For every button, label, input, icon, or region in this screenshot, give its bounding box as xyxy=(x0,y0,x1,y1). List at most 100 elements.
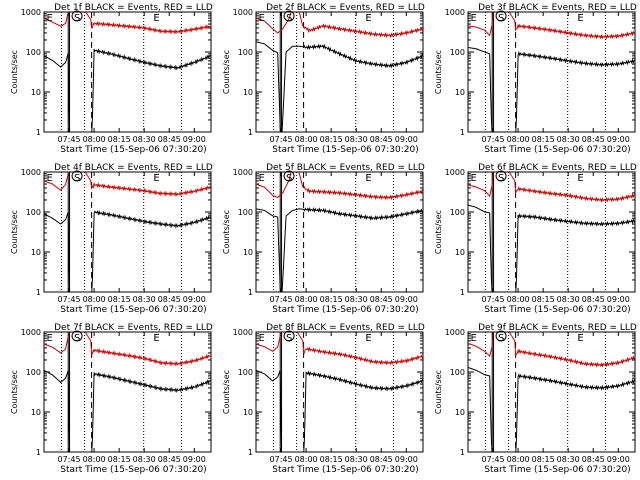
lld-series-line xyxy=(44,172,211,197)
panel-title: Det 6f BLACK = Events, RED = LLD xyxy=(478,163,637,173)
panel-det-4: 1 10 100 1000 07:45 08:00 08:15 08:30 08:45 09:00… xyxy=(10,163,213,315)
events-series-line xyxy=(44,48,211,132)
y-tick-label: 100 xyxy=(238,48,253,57)
x-tick-label: 09:00 xyxy=(395,295,418,304)
lld-series-line xyxy=(256,332,423,366)
marker-label-e: E xyxy=(259,173,265,184)
y-tick-label: 1000 xyxy=(233,168,253,177)
x-tick-label: 07:45 xyxy=(482,135,505,144)
plot-frame xyxy=(255,331,424,453)
marker-label-e: E xyxy=(577,333,583,344)
marker-label-e: E xyxy=(259,333,265,344)
x-tick-label: 08:15 xyxy=(320,135,343,144)
x-tick-label: 08:30 xyxy=(557,135,580,144)
series-group xyxy=(468,12,635,132)
marker-label-e: E xyxy=(365,173,371,184)
lld-series-line xyxy=(468,332,635,368)
x-axis-label: Start Time (15-Sep-06 07:30:20) xyxy=(272,305,418,315)
marker-label-e: E xyxy=(47,333,53,344)
y-tick-label: 1000 xyxy=(445,168,465,177)
x-tick-label: 07:45 xyxy=(58,455,81,464)
marker-label-e: E xyxy=(365,13,371,24)
x-tick-label: 09:00 xyxy=(395,455,418,464)
x-tick-label: 08:15 xyxy=(320,295,343,304)
x-tick-label: 07:45 xyxy=(482,455,505,464)
x-tick-label: 09:00 xyxy=(395,135,418,144)
events-series-line xyxy=(256,206,423,292)
x-tick-label: 08:30 xyxy=(345,135,368,144)
y-tick-label: 100 xyxy=(26,368,41,377)
y-tick-label: 1000 xyxy=(233,8,253,17)
x-tick-label: 09:00 xyxy=(183,295,206,304)
x-tick-label: 08:15 xyxy=(320,455,343,464)
x-tick-label: 08:15 xyxy=(532,135,555,144)
y-axis-label: Counts/sec xyxy=(434,370,443,414)
x-tick-label: 08:45 xyxy=(582,455,605,464)
panel-title: Det 3f BLACK = Events, RED = LLD xyxy=(478,3,637,13)
x-axis-label: Start Time (15-Sep-06 07:30:20) xyxy=(272,465,418,475)
marker-label-e: E xyxy=(577,173,583,184)
plot-frame xyxy=(467,331,636,453)
marker-label-s: S xyxy=(498,333,504,344)
y-tick-label: 1000 xyxy=(233,328,253,337)
y-axis-label: Counts/sec xyxy=(222,370,231,414)
y-tick-label: 1000 xyxy=(21,328,41,337)
x-tick-label: 09:00 xyxy=(183,455,206,464)
x-tick-label: 08:45 xyxy=(370,295,393,304)
y-tick-label: 10 xyxy=(455,88,465,97)
y-axis-label: Counts/sec xyxy=(10,210,19,254)
saa-circle-marker xyxy=(495,10,507,22)
marker-label-s: S xyxy=(286,173,292,184)
panel-title: Det 8f BLACK = Events, RED = LLD xyxy=(266,323,425,333)
series-group xyxy=(44,332,211,452)
saa-circle-marker xyxy=(71,330,83,342)
y-tick-label: 100 xyxy=(450,48,465,57)
series-group xyxy=(468,172,635,292)
lld-series-line xyxy=(468,172,635,204)
lld-series-line xyxy=(44,332,211,367)
panel-title: Det 2f BLACK = Events, RED = LLD xyxy=(266,3,425,13)
marker-label-e: E xyxy=(471,173,477,184)
x-tick-label: 08:30 xyxy=(133,455,156,464)
marker-label-s: S xyxy=(498,173,504,184)
y-tick-label: 1000 xyxy=(21,168,41,177)
x-tick-label: 08:00 xyxy=(83,295,106,304)
y-axis-label: Counts/sec xyxy=(222,210,231,254)
y-tick-label: 1 xyxy=(460,288,465,297)
panel-det-5: 1 10 100 1000 07:45 08:00 08:15 08:30 08:45 09:00… xyxy=(222,163,425,315)
x-tick-label: 07:45 xyxy=(270,295,293,304)
x-tick-label: 08:00 xyxy=(83,135,106,144)
series-group xyxy=(468,332,635,452)
lld-series-line xyxy=(468,12,635,40)
x-tick-label: 08:45 xyxy=(582,135,605,144)
plot-frame xyxy=(255,171,424,293)
x-tick-label: 07:45 xyxy=(482,295,505,304)
y-tick-label: 100 xyxy=(450,208,465,217)
marker-label-e: E xyxy=(259,13,265,24)
x-tick-label: 08:00 xyxy=(83,455,106,464)
x-tick-label: 08:45 xyxy=(370,135,393,144)
y-tick-label: 1 xyxy=(460,448,465,457)
events-series-line xyxy=(468,204,635,292)
plot-frame xyxy=(467,11,636,133)
series-group xyxy=(44,12,211,132)
series-group xyxy=(256,172,423,292)
y-axis-label: Counts/sec xyxy=(10,370,19,414)
x-tick-label: 08:30 xyxy=(133,135,156,144)
x-axis-label: Start Time (15-Sep-06 07:30:20) xyxy=(60,145,206,155)
series-group xyxy=(256,12,423,132)
marker-label-s: S xyxy=(74,173,80,184)
x-tick-label: 08:00 xyxy=(295,455,318,464)
events-series-line xyxy=(256,369,423,452)
x-axis-label: Start Time (15-Sep-06 07:30:20) xyxy=(60,465,206,475)
events-series-line xyxy=(468,366,635,452)
panel-det-8: 1 10 100 1000 07:45 08:00 08:15 08:30 08:45 09:00… xyxy=(222,323,425,475)
panel-title: Det 7f BLACK = Events, RED = LLD xyxy=(54,323,213,333)
plot-frame xyxy=(43,331,212,453)
marker-label-e: E xyxy=(365,333,371,344)
marker-label-e: E xyxy=(47,13,53,24)
marker-label-e: E xyxy=(577,13,583,24)
x-tick-label: 08:15 xyxy=(108,455,131,464)
plot-frame xyxy=(255,11,424,133)
